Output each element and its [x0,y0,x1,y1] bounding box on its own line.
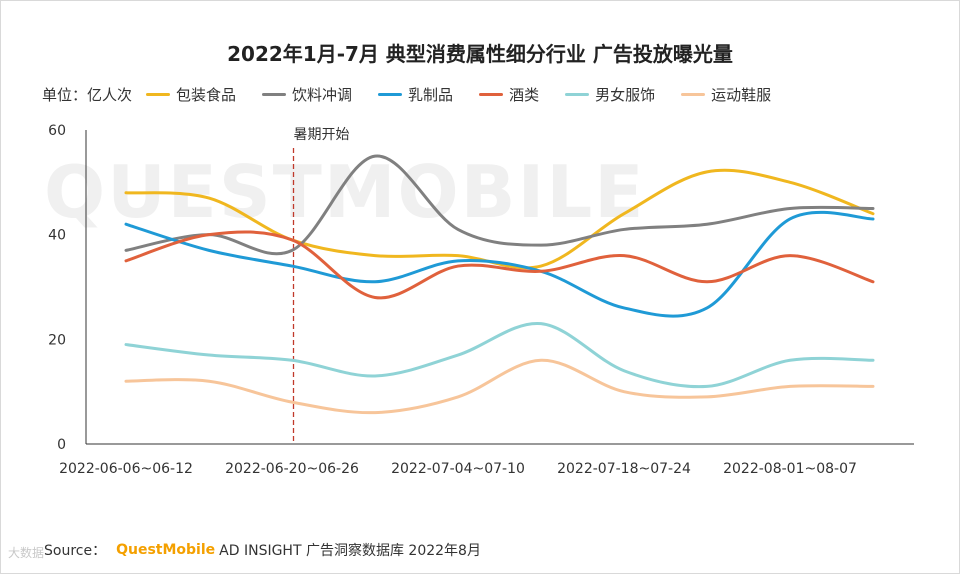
legend-swatch [262,93,287,96]
y-tick-label: 0 [57,437,66,453]
y-tick-label: 20 [48,332,66,348]
series-line-1 [124,168,875,270]
legend-swatch [681,93,706,96]
series-line-6 [124,358,875,415]
x-tick-label: 2022-06-06~06-12 [59,461,193,477]
legend-swatch [146,93,171,96]
legend-item-4: 酒类 [479,84,539,105]
legend: 单位：亿人次 包装食品 饮料冲调 乳制品 酒类 男女服饰 运动鞋服 [42,84,797,105]
source-text: AD INSIGHT 广告洞察数据库 2022年8月 [219,543,481,559]
legend-item-2: 饮料冲调 [262,84,352,105]
x-tick-label: 2022-07-04~07-10 [391,461,525,477]
legend-swatch [378,93,403,96]
series-line-3 [124,210,875,318]
legend-label: 男女服饰 [595,86,656,104]
brand-name: QuestMobile [116,542,216,558]
x-tick-label: 2022-07-18~07-24 [557,461,691,477]
season-start-label: 暑期开始 [294,127,350,143]
legend-swatch [479,93,504,96]
legend-item-6: 运动鞋服 [681,84,771,105]
chart-title: 2022年1月-7月 典型消费属性细分行业 广告投放曝光量 [227,42,733,66]
legend-item-3: 乳制品 [378,84,453,105]
legend-label: 饮料冲调 [292,86,353,104]
series-line-4 [124,230,875,300]
legend-label: 运动鞋服 [711,86,772,104]
y-tick-label: 40 [48,228,66,244]
legend-label: 包装食品 [176,86,237,104]
series-line-2 [124,154,875,256]
x-tick-label: 2022-08-01~08-07 [723,461,857,477]
legend-label: 酒类 [509,86,540,104]
corner-watermark: 大数据 [8,546,45,560]
y-tick-label: 60 [48,123,66,139]
legend-item-5: 男女服饰 [565,84,655,105]
legend-swatch [565,93,590,96]
x-tick-label: 2022-06-20~06-26 [225,461,359,477]
source-footer: Source： QuestMobile AD INSIGHT 广告洞察数据库 2… [44,540,481,560]
unit-label: 单位：亿人次 [42,86,133,104]
legend-label: 乳制品 [408,86,454,104]
legend-item-1: 包装食品 [146,84,236,105]
series-line-5 [124,322,875,389]
source-label: Source： [44,543,107,559]
